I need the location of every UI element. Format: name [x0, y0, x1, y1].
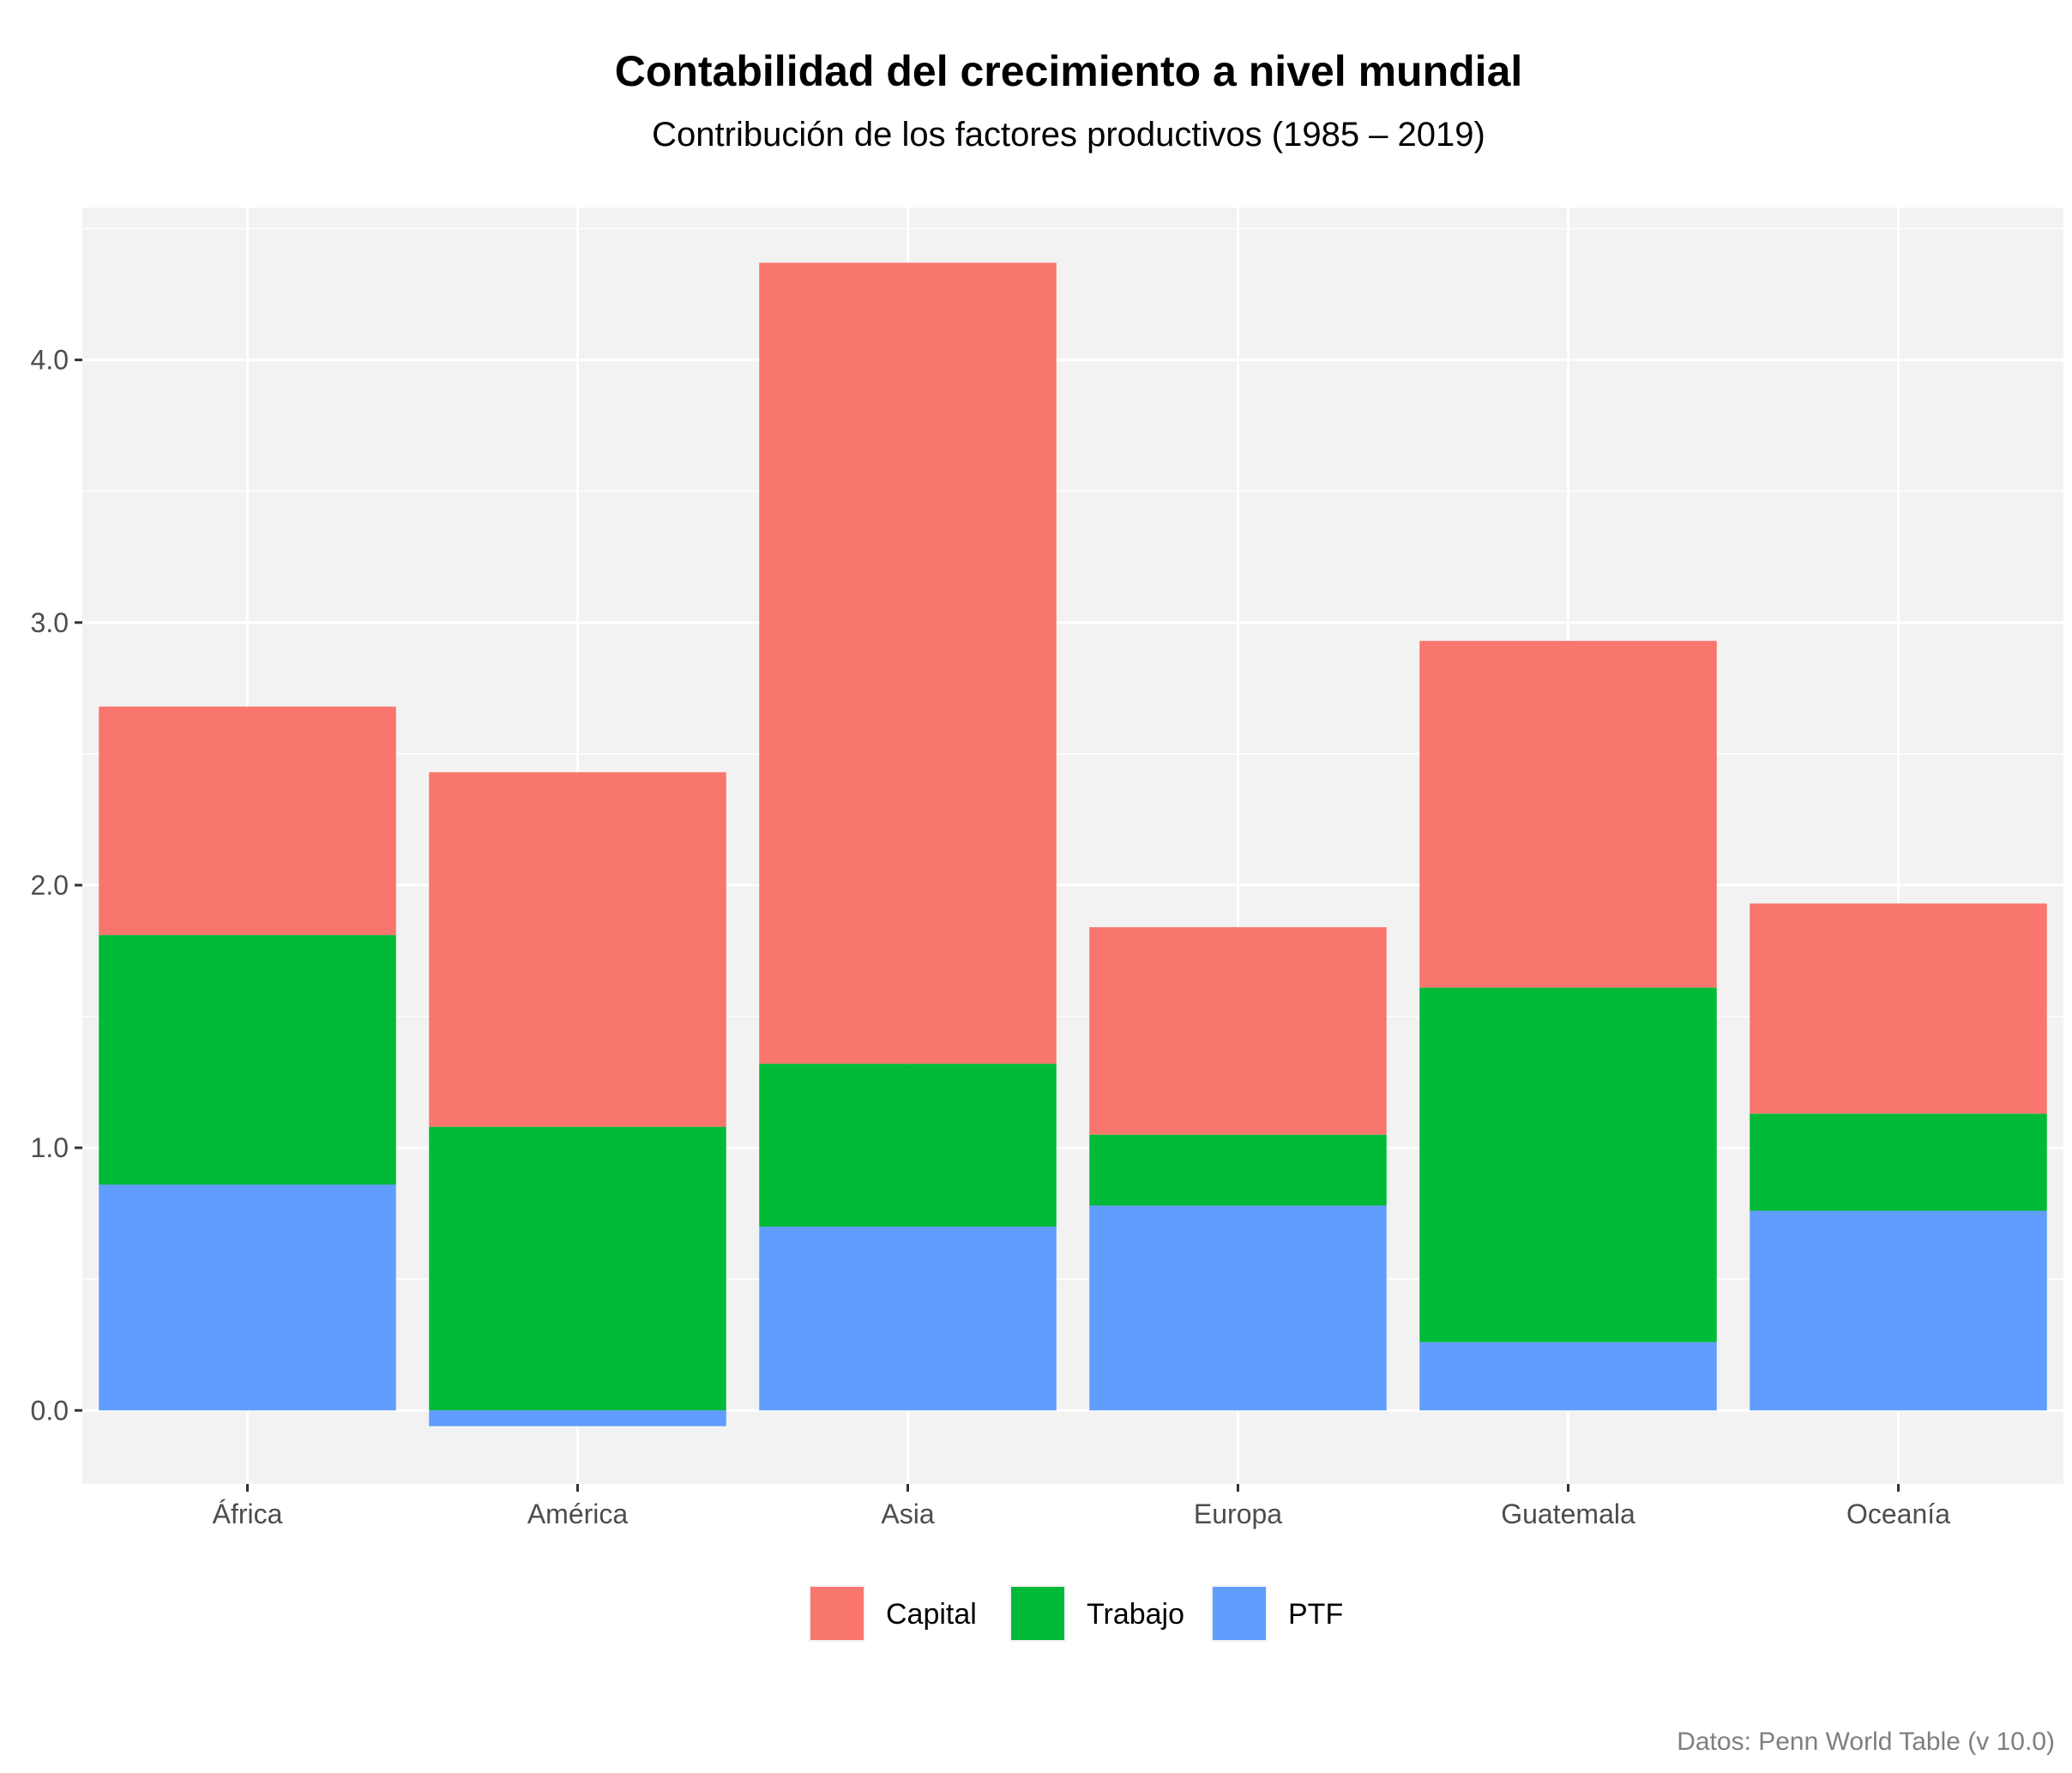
legend: Capital Trabajo PTF: [809, 1585, 1343, 1642]
bar-segment: [429, 772, 726, 1127]
legend-label: Capital: [886, 1598, 977, 1631]
panel-background: [82, 208, 2063, 1484]
chart-caption: Datos: Penn World Table (v 10.0): [1677, 1728, 2055, 1756]
bar-segment: [759, 1064, 1057, 1227]
bar-segment: [99, 1184, 396, 1411]
bar-segment: [1089, 926, 1387, 1135]
y-tick-label: 0.0: [31, 1395, 69, 1426]
legend-label: Trabajo: [1087, 1598, 1184, 1631]
bar-segment: [1750, 903, 2047, 1114]
y-tick-label: 2.0: [31, 870, 69, 901]
bar-segment: [1750, 1210, 2047, 1411]
bar-segment: [1419, 987, 1717, 1342]
x-tick-label: Europa: [1194, 1499, 1282, 1529]
chart-subtitle: Contribución de los factores productivos…: [652, 116, 1485, 154]
bar-segment: [429, 1126, 726, 1411]
bar-segment: [99, 935, 396, 1185]
x-tick-label: Asia: [881, 1499, 934, 1529]
chart-title: Contabilidad del crecimiento a nivel mun…: [615, 47, 1523, 95]
plot-panel: 0.0 1.0 2.0 3.0 4.0 África América Asia Europa Gu…: [31, 208, 2063, 1529]
bar-segment: [1089, 1205, 1387, 1411]
bar-segment: [1750, 1113, 2047, 1211]
bar-segment: [1419, 641, 1717, 988]
legend-label: PTF: [1288, 1598, 1343, 1631]
bar-segment: [429, 1410, 726, 1426]
bar-segment: [99, 706, 396, 936]
y-tick-label: 3.0: [31, 607, 69, 638]
bar-segment: [1419, 1342, 1717, 1411]
x-tick-label: América: [527, 1499, 629, 1529]
y-tick-label: 1.0: [31, 1132, 69, 1163]
bar-segment: [759, 1226, 1057, 1411]
x-tick-label: Guatemala: [1501, 1499, 1635, 1529]
y-tick-label: 4.0: [31, 345, 69, 376]
x-tick-label: África: [213, 1499, 283, 1529]
x-tick-label: Oceanía: [1846, 1499, 1950, 1529]
bar-segment: [1089, 1134, 1387, 1206]
legend-swatch: [1213, 1587, 1266, 1640]
legend-swatch: [810, 1587, 864, 1640]
bar-segment: [759, 262, 1057, 1064]
legend-swatch: [1011, 1587, 1064, 1640]
